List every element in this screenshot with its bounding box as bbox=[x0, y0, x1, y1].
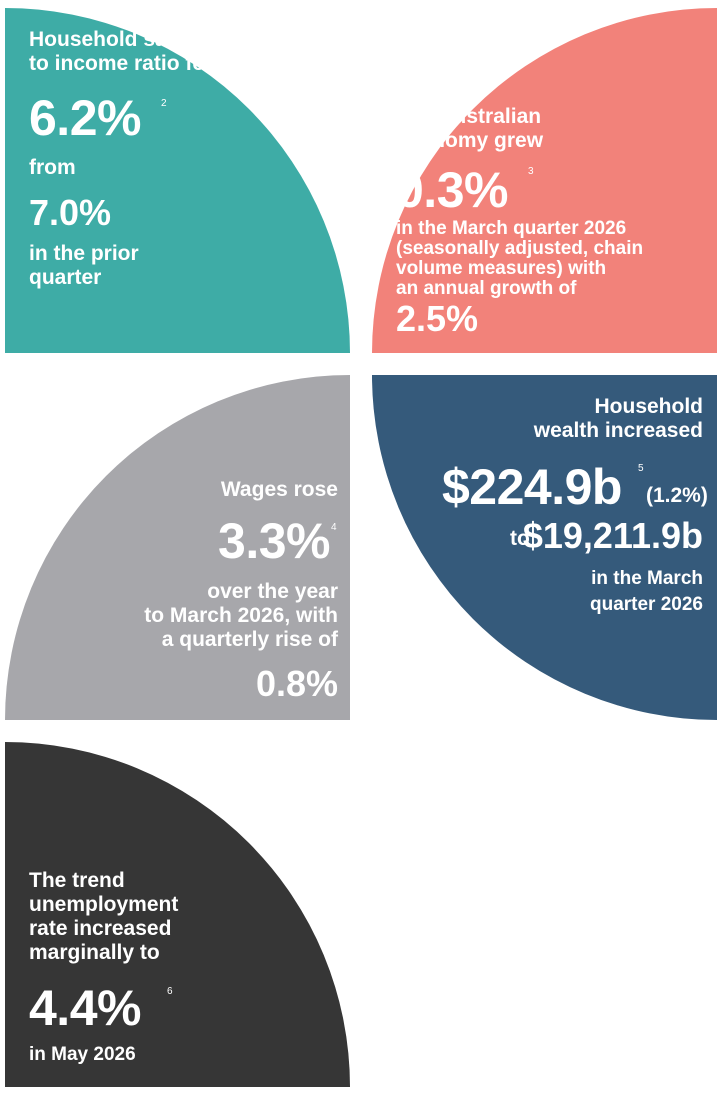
unemployment-tile: The trend unemployment rate increased ma… bbox=[5, 742, 350, 1087]
wealth-value: $224.9b bbox=[442, 459, 622, 515]
unemployment-footnote: 6 bbox=[167, 986, 173, 997]
unemployment-label: The trend unemployment rate increased ma… bbox=[29, 869, 179, 964]
economy-footnote: 3 bbox=[528, 166, 534, 177]
wages-value: 3.3% bbox=[218, 513, 330, 569]
wealth-total: $19,211.9b bbox=[522, 515, 703, 556]
saving-value: 6.2% bbox=[29, 90, 141, 146]
unemployment-value: 4.4% bbox=[29, 980, 141, 1036]
wealth-period: in the March quarter 2026 bbox=[589, 568, 703, 615]
wages-quarterly-value: 0.8% bbox=[255, 663, 338, 704]
saving-tile: Household saving to income ratio fell to… bbox=[5, 8, 350, 353]
saving-prior-value: 7.0% bbox=[29, 192, 112, 233]
wages-tile: Wages rose 3.3% 4 over the year to March… bbox=[5, 375, 350, 720]
saving-from-label: from bbox=[29, 156, 76, 179]
wealth-tile: Household wealth increased $224.9b 5 (1.… bbox=[372, 375, 717, 720]
wealth-label: Household wealth increased bbox=[533, 395, 703, 442]
economy-tile: The Australian economy grew 0.3% 3 in th… bbox=[372, 8, 717, 353]
economy-detail: in the March quarter 2026 (seasonally ad… bbox=[396, 218, 644, 299]
wages-footnote: 4 bbox=[331, 522, 337, 533]
saving-footnote: 2 bbox=[161, 98, 167, 109]
saving-prior-label: in the prior quarter bbox=[29, 242, 139, 289]
wealth-percent: (1.2%) bbox=[646, 484, 708, 507]
economy-label: The Australian economy grew bbox=[396, 105, 544, 152]
wealth-to-label: to bbox=[510, 527, 530, 550]
unemployment-period: in May 2026 bbox=[29, 1044, 136, 1065]
saving-label: Household saving to income ratio fell to bbox=[29, 28, 242, 75]
economy-annual-value: 2.5% bbox=[396, 298, 479, 339]
wages-detail: over the year to March 2026, with a quar… bbox=[144, 580, 338, 651]
wealth-footnote: 5 bbox=[638, 463, 644, 474]
wages-label: Wages rose bbox=[220, 478, 338, 501]
economy-value: 0.3% bbox=[396, 162, 508, 218]
